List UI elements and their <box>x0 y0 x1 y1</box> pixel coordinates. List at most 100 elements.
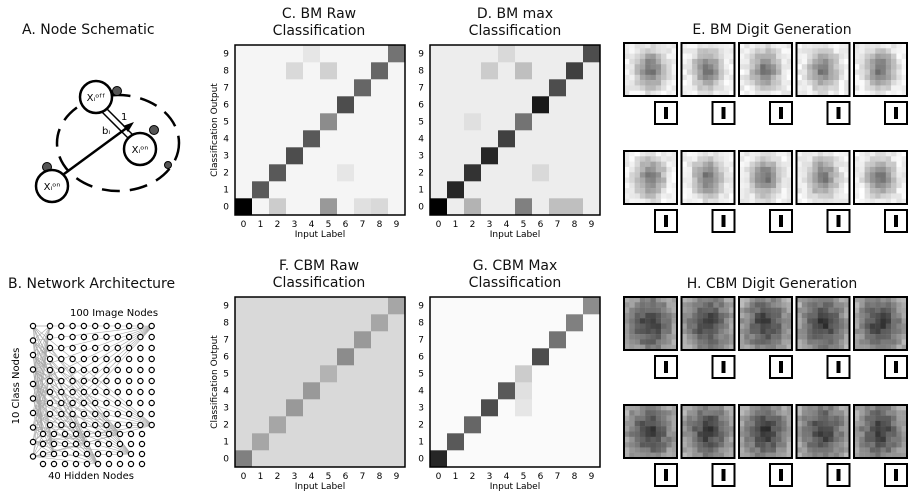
generated-pixel <box>801 48 808 54</box>
generated-pixel <box>786 334 793 340</box>
generated-pixel <box>634 193 641 199</box>
image-node <box>148 355 155 363</box>
hidden-nodes-label: 40 Hidden Nodes <box>48 471 134 482</box>
generated-pixel <box>896 436 902 443</box>
generated-pixel <box>786 182 793 189</box>
generated-pixel <box>833 328 840 335</box>
hidden-node <box>61 430 69 438</box>
heatmap-cell <box>252 382 270 400</box>
generated-pixel <box>885 172 892 178</box>
generated-pixel <box>723 74 730 81</box>
generated-pixel <box>749 198 756 205</box>
generated-pixel <box>729 328 735 335</box>
generated-pixel <box>869 307 876 314</box>
generated-pixel <box>828 90 834 97</box>
y-tick-label: 5 <box>418 370 424 380</box>
generated-pixel <box>749 307 756 314</box>
generated-pixel <box>864 48 871 54</box>
heatmap-cell <box>388 147 406 165</box>
generated-pixel <box>823 166 829 173</box>
generated-pixel <box>864 64 871 70</box>
class-input-glyph <box>779 361 783 373</box>
generated-pixel <box>838 193 845 199</box>
generated-pixel <box>781 85 787 91</box>
heatmap-cell <box>235 314 253 332</box>
generated-pixel <box>739 426 745 432</box>
generated-pixel <box>702 90 709 97</box>
heatmap-cell <box>354 181 372 199</box>
heatmap-cell <box>388 331 406 349</box>
generated-pixel <box>801 426 808 432</box>
heatmap-cell <box>498 416 516 434</box>
heatmap-cell <box>515 130 533 148</box>
generated-pixel <box>765 312 771 319</box>
generated-pixel <box>817 177 824 183</box>
image-node <box>91 344 99 352</box>
heatmap-cell <box>354 198 372 216</box>
heatmap-cell <box>583 348 601 366</box>
heatmap-cell <box>549 147 567 165</box>
heatmap-cell <box>447 198 465 216</box>
generated-pixel <box>754 177 761 183</box>
generated-pixel <box>901 182 908 189</box>
generated-pixel <box>697 156 703 162</box>
image-node <box>114 421 122 429</box>
generated-pixel <box>708 43 714 49</box>
heatmap-cell <box>532 365 550 383</box>
heatmap-cell <box>430 96 448 114</box>
heatmap-cell <box>430 297 448 315</box>
generated-pixel <box>864 420 871 427</box>
generated-pixel <box>875 43 881 49</box>
generated-pixel <box>697 431 703 437</box>
generated-pixel <box>713 426 719 432</box>
generated-pixel <box>765 172 771 178</box>
heatmap-cell <box>532 450 550 468</box>
generated-pixel <box>760 415 766 422</box>
generated-pixel <box>729 323 735 329</box>
generated-pixel <box>655 328 662 335</box>
generated-pixel <box>828 58 834 65</box>
generated-pixel <box>796 193 802 199</box>
generated-pixel <box>781 431 787 437</box>
generated-pixel <box>754 339 761 345</box>
generated-pixel <box>801 43 808 49</box>
generated-pixel <box>891 436 897 443</box>
generated-pixel <box>770 405 777 411</box>
heatmap-cell <box>532 382 550 400</box>
generated-pixel <box>723 172 730 178</box>
generated-pixel <box>645 58 651 65</box>
heatmap-cell <box>515 297 533 315</box>
class-node <box>29 409 37 417</box>
generated-pixel <box>708 339 714 345</box>
generated-pixel <box>901 334 908 340</box>
generated-pixel <box>692 161 698 168</box>
heatmap-cell <box>320 382 338 400</box>
generated-pixel <box>645 74 651 81</box>
generated-pixel <box>770 90 777 97</box>
generated-pixel <box>801 307 808 314</box>
generated-pixel <box>629 198 635 205</box>
generated-pixel <box>880 43 886 49</box>
generated-pixel <box>765 323 771 329</box>
generated-pixel <box>869 177 876 183</box>
generated-pixel <box>796 43 802 49</box>
sample-frame <box>853 150 908 205</box>
generated-pixel <box>671 302 678 308</box>
generated-pixel <box>833 323 840 329</box>
generated-pixel <box>671 436 678 443</box>
generated-pixel <box>634 74 641 81</box>
heatmap-cell <box>388 198 406 216</box>
generated-pixel <box>655 426 662 432</box>
generated-pixel <box>896 64 902 70</box>
generated-pixel <box>864 302 871 308</box>
generated-pixel <box>844 193 850 199</box>
heatmap-cell <box>235 416 253 434</box>
heatmap-cell <box>498 79 516 97</box>
generated-pixel <box>760 69 766 75</box>
generated-pixel <box>624 182 630 189</box>
generated-pixel <box>686 74 693 81</box>
heatmap-cell <box>235 365 253 383</box>
generated-pixel <box>812 193 818 199</box>
generated-pixel <box>639 166 646 173</box>
x-tick-label: 6 <box>343 220 349 230</box>
